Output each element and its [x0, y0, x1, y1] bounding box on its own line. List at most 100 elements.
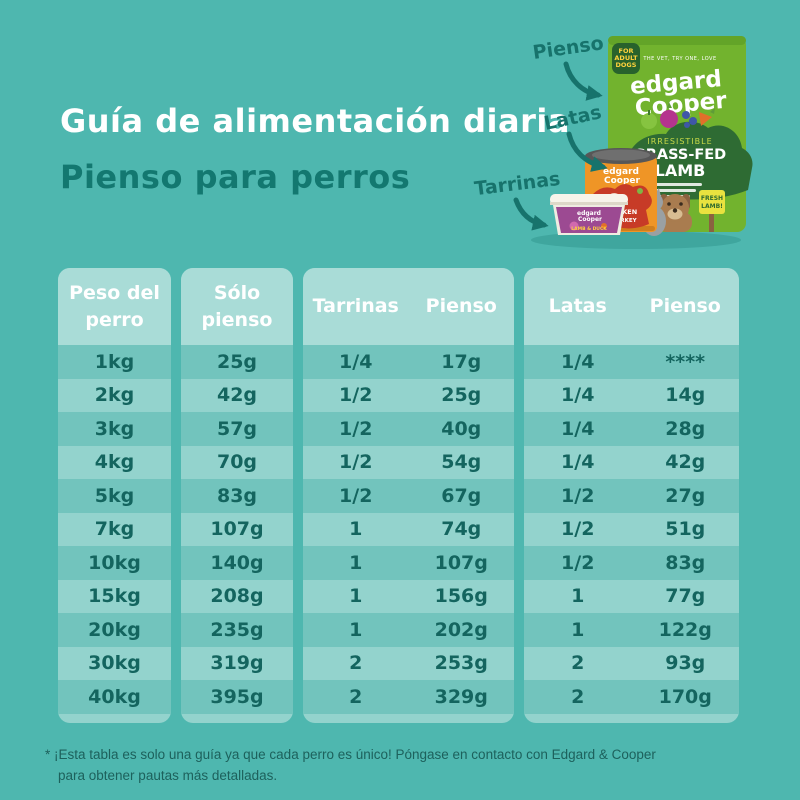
table-cell: 51g [665, 518, 706, 541]
fresh-lamb-sign: FRESH LAMB! [699, 190, 725, 232]
table-row: 20kg [58, 613, 171, 647]
table-card-tarrinas: Tarrinas Pienso 1/4 17g 1/2 25g 1/2 40g 1/2 54g… [303, 268, 514, 723]
table-card-latas: Latas Pienso 1/4 **** 1/4 14g 1/4 28g 1/4 42g 1/… [524, 268, 739, 723]
table-row: 1 74g [303, 513, 514, 547]
table-row: 140g [181, 546, 293, 580]
table-row: 70g [181, 446, 293, 480]
header-line: Peso del [69, 281, 160, 304]
table-cell: 1/2 [339, 384, 373, 407]
table-cell: 74g [441, 518, 482, 541]
dog-art [658, 194, 692, 232]
svg-text:LAMB: LAMB [655, 161, 706, 180]
table-row: 7kg [58, 513, 171, 547]
table-row: 1 107g [303, 546, 514, 580]
table-cell: **** [665, 350, 706, 373]
table-cell: 1/2 [339, 484, 373, 507]
table-row: 319g [181, 647, 293, 681]
table-row: 1/4 42g [524, 446, 739, 480]
label-pienso: Pienso [531, 32, 605, 64]
table-cell: 2kg [94, 384, 135, 407]
table-row: 1/2 51g [524, 513, 739, 547]
table-row: 1 156g [303, 580, 514, 614]
arrow-latas-icon [566, 131, 608, 172]
table-cell: 140g [210, 551, 264, 574]
table-row: 235g [181, 613, 293, 647]
header-tarrinas: Tarrinas [312, 295, 399, 318]
table-cell: 1/2 [561, 518, 595, 541]
table-cell: 67g [441, 484, 482, 507]
svg-text:LAMB!: LAMB! [701, 203, 723, 210]
header-latas-pienso: Pienso [649, 295, 721, 318]
column-header-tarrinas: Tarrinas Pienso [303, 268, 514, 345]
table-row: 1/4 **** [524, 345, 739, 379]
table-cell: 235g [210, 618, 264, 641]
svg-text:DOGS: DOGS [616, 61, 637, 69]
table-body-tarrinas: 1/4 17g 1/2 25g 1/2 40g 1/2 54g 1/2 67g 1 74g 1 107g 1… [303, 345, 514, 714]
bag-tagline: THE VET, TRY ONE, LOVE [642, 56, 716, 62]
table-row: 1/4 28g [524, 412, 739, 446]
label-latas: Latas [542, 101, 603, 135]
table-body-peso: 1kg 2kg 3kg 4kg 5kg 7kg 10kg 15kg 20kg 30kg 40kg [58, 345, 171, 714]
table-cell: 253g [434, 652, 488, 675]
table-row: 42g [181, 379, 293, 413]
table-cell: 28g [665, 417, 706, 440]
header-line: pienso [201, 308, 273, 331]
table-cell: 1/2 [339, 417, 373, 440]
products-shadow [531, 231, 741, 249]
table-row: 40kg [58, 680, 171, 714]
table-row: 2 170g [524, 680, 739, 714]
table-cell: 395g [210, 685, 264, 708]
table-cell: 202g [434, 618, 488, 641]
header-line: Sólo [213, 281, 261, 304]
table-cell: 7kg [94, 518, 135, 541]
table-cell: 1/2 [561, 484, 595, 507]
kibble-bag-graphic: FOR ADULT DOGS THE VET, TRY ONE, LOVE ed… [608, 36, 753, 232]
table-row: 1/4 14g [524, 379, 739, 413]
table-row: 1/2 54g [303, 446, 514, 480]
table-row: 2kg [58, 379, 171, 413]
lamb-silhouette-art [626, 121, 753, 200]
page-title: Guía de alimentación diaria [60, 102, 570, 140]
table-cell: 208g [210, 585, 264, 608]
table-cell: 1 [571, 618, 585, 641]
table-cell: 70g [216, 451, 258, 474]
table-cell: 1 [571, 585, 585, 608]
can-brand: edgard [603, 167, 639, 177]
svg-text:ADULT: ADULT [614, 54, 638, 62]
header-line: perro [85, 308, 144, 331]
table-row: 15kg [58, 580, 171, 614]
table-cell: 2 [349, 685, 363, 708]
table-row: 30kg [58, 647, 171, 681]
table-cell: 1/4 [561, 350, 595, 373]
table-cell: 93g [665, 652, 706, 675]
table-row: 5kg [58, 479, 171, 513]
table-cell: 107g [434, 551, 488, 574]
table-row: 1/2 40g [303, 412, 514, 446]
table-cell: 3kg [94, 417, 135, 440]
table-cell: 4kg [94, 451, 135, 474]
bag-flavor: GRASS-FED [634, 147, 726, 163]
table-row: 1/2 83g [524, 546, 739, 580]
table-card-solo-pienso: Sólo pienso 25g 42g 57g 70g 83g 107g 140g 208g 2… [181, 268, 293, 723]
product-illustration: FOR ADULT DOGS THE VET, TRY ONE, LOVE ed… [466, 16, 768, 260]
arrow-pienso-icon [563, 61, 603, 101]
table-cell: 319g [210, 652, 264, 675]
table-row: 1/2 27g [524, 479, 739, 513]
table-cell: 15kg [88, 585, 141, 608]
fruit-veg-icons [641, 102, 715, 129]
table-cell: 17g [441, 350, 482, 373]
adult-dogs-badge [612, 43, 640, 74]
table-row: 1kg [58, 345, 171, 379]
table-cell: 5kg [94, 484, 135, 507]
table-cell: 40kg [88, 685, 141, 708]
table-row: 1 122g [524, 613, 739, 647]
column-header-peso: Peso del perro [58, 268, 171, 345]
table-row: 57g [181, 412, 293, 446]
table-cell: 42g [665, 451, 706, 474]
table-cell: 1/2 [339, 451, 373, 474]
table-cell: 25g [216, 350, 258, 373]
table-cell: 2 [571, 685, 585, 708]
table-row: 10kg [58, 546, 171, 580]
tub-flavor: LAMB & DUCK [571, 226, 607, 232]
table-cell: 14g [665, 384, 706, 407]
